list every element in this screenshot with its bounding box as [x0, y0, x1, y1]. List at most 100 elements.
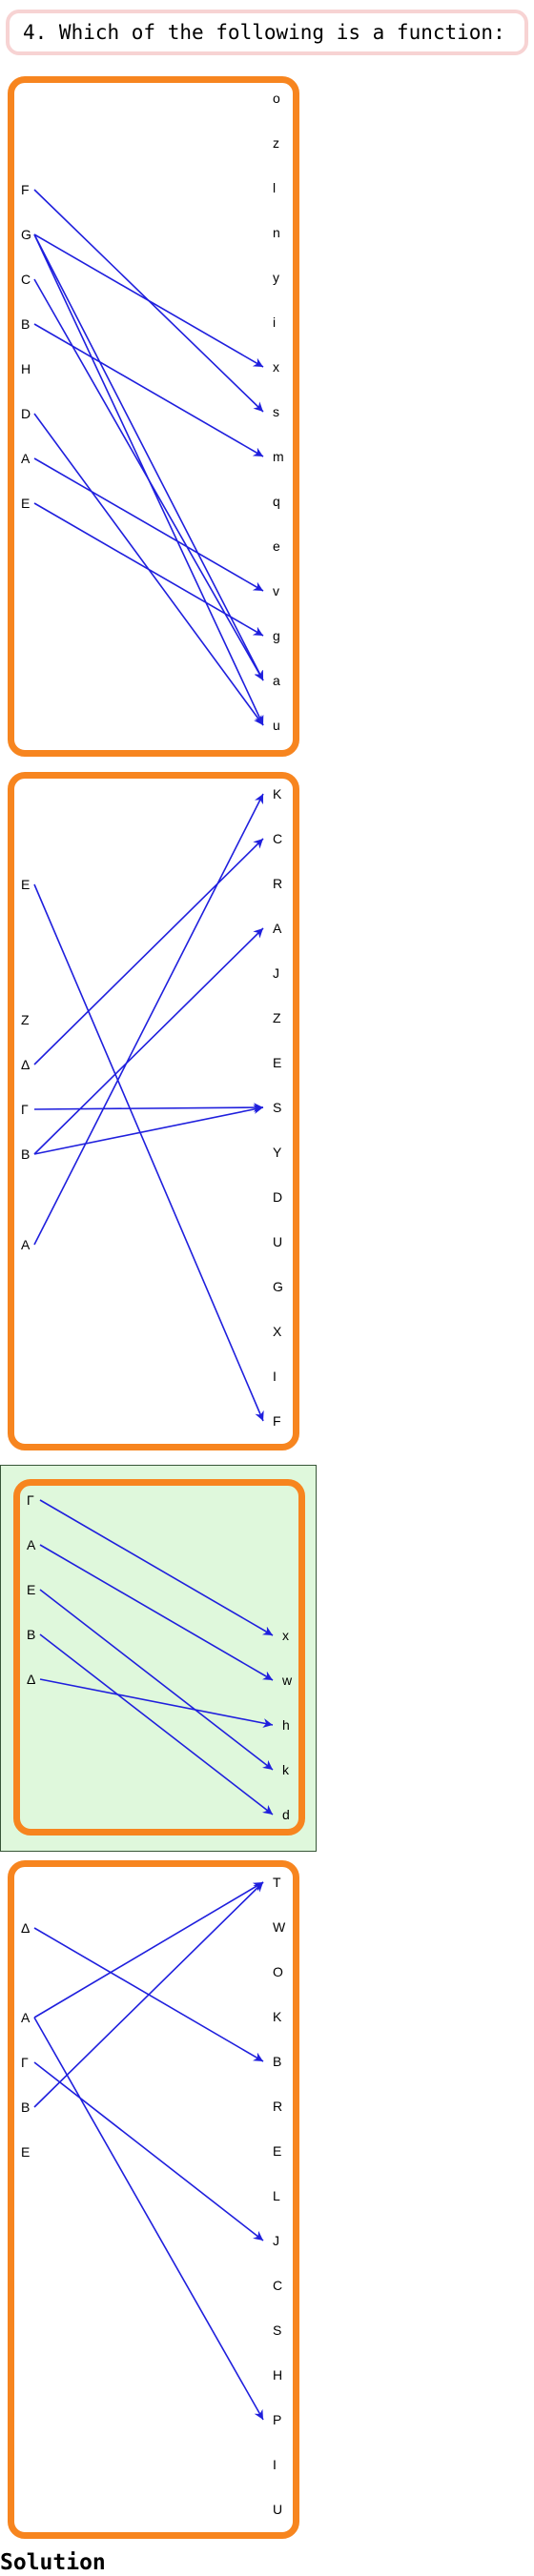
codomain-element: J — [273, 2233, 279, 2248]
codomain-element: g — [273, 628, 280, 643]
codomain-element: R — [273, 876, 283, 891]
mapping-arrow — [33, 233, 264, 681]
codomain-element: v — [273, 583, 279, 598]
codomain-element: S — [273, 1100, 282, 1115]
codomain-element: R — [273, 2099, 283, 2114]
codomain-element: I — [273, 2457, 277, 2472]
mapping-arrow — [33, 927, 264, 1155]
codomain-element: C — [273, 2278, 283, 2293]
mapping-arrow — [33, 2061, 264, 2241]
mapping-arrow — [33, 278, 264, 681]
domain-element: A — [27, 1537, 36, 1552]
codomain-element: s — [273, 404, 279, 419]
domain-element: Δ — [27, 1672, 36, 1687]
domain-element: A — [21, 2010, 31, 2025]
question-text: 4. Which of the following is a function: — [6, 10, 528, 55]
codomain-element: K — [273, 2009, 282, 2024]
domain-element: Γ — [27, 1492, 34, 1508]
codomain-element: e — [273, 538, 280, 554]
mapping-arrow — [39, 1499, 274, 1636]
codomain-element: B — [273, 2054, 282, 2069]
domain-element: A — [21, 451, 31, 466]
codomain-element: m — [273, 449, 284, 464]
domain-element: Z — [21, 1012, 30, 1027]
codomain-element: u — [273, 718, 280, 733]
solution-label: Solution — [0, 2550, 106, 2575]
codomain-element: x — [273, 359, 279, 375]
codomain-element: I — [273, 1369, 277, 1384]
domain-element: Γ — [21, 2055, 29, 2070]
domain-element: Γ — [21, 1102, 29, 1117]
domain-element: G — [21, 227, 31, 242]
mapping-arrow — [33, 502, 264, 637]
codomain-element: w — [282, 1673, 293, 1688]
codomain-element: U — [273, 1234, 283, 1249]
codomain-element: E — [273, 2143, 282, 2159]
codomain-element: d — [282, 1807, 290, 1822]
mapping-arrow — [33, 1105, 264, 1155]
codomain-element: S — [273, 2322, 282, 2338]
domain-element: E — [21, 2144, 31, 2160]
domain-element: F — [21, 182, 30, 197]
codomain-element: K — [273, 786, 282, 801]
codomain-element: T — [273, 1875, 281, 1890]
mapping-arrow — [33, 2017, 264, 2421]
mapping-arrow — [33, 793, 264, 1246]
codomain-element: F — [273, 1413, 281, 1429]
option-box[interactable] — [8, 772, 299, 1450]
codomain-element: G — [273, 1279, 283, 1294]
domain-element: B — [27, 1627, 36, 1642]
codomain-element: U — [273, 2502, 283, 2517]
mapping-arrow — [39, 1633, 274, 1815]
domain-element: E — [21, 496, 31, 511]
codomain-element: Z — [273, 1010, 281, 1025]
domain-element: B — [21, 2099, 31, 2115]
domain-element: H — [21, 361, 31, 376]
mapping-arrow — [33, 1881, 264, 2018]
mapping-arrow — [33, 1881, 264, 2108]
codomain-element: x — [282, 1628, 289, 1643]
codomain-element: o — [273, 91, 280, 106]
option-box[interactable] — [13, 1479, 305, 1836]
mapping-arrow — [33, 1103, 264, 1113]
option-box[interactable] — [8, 76, 299, 757]
codomain-element: Y — [273, 1145, 282, 1160]
domain-element: E — [27, 1582, 36, 1597]
codomain-element: y — [273, 270, 279, 285]
codomain-element: a — [273, 673, 280, 688]
codomain-element: q — [273, 494, 280, 509]
codomain-element: L — [273, 2188, 280, 2203]
codomain-element: k — [282, 1762, 289, 1777]
codomain-element: A — [273, 921, 282, 936]
codomain-element: J — [273, 965, 279, 981]
codomain-element: D — [273, 1189, 283, 1205]
domain-element: D — [21, 406, 31, 421]
codomain-element: z — [273, 135, 279, 151]
domain-element: B — [21, 316, 31, 332]
codomain-element: H — [273, 2367, 283, 2383]
mapping-arrow — [39, 1589, 274, 1771]
domain-element: Δ — [21, 1057, 31, 1072]
mapping-arrow — [33, 457, 264, 592]
codomain-element: X — [273, 1324, 282, 1339]
codomain-element: W — [273, 1919, 286, 1935]
option-box[interactable] — [8, 1860, 299, 2539]
mapping-arrow — [39, 1678, 274, 1728]
codomain-element: O — [273, 1964, 283, 1979]
domain-element: B — [21, 1146, 31, 1162]
domain-element: C — [21, 272, 31, 287]
domain-element: Δ — [21, 1920, 31, 1936]
mapping-arrow — [33, 838, 264, 1065]
mapping-arrow — [33, 233, 264, 368]
mapping-arrow — [33, 323, 264, 457]
codomain-element: i — [273, 314, 277, 330]
domain-element: E — [21, 877, 31, 892]
domain-element: A — [21, 1237, 31, 1252]
codomain-element: h — [282, 1717, 290, 1733]
mapping-arrow — [33, 883, 264, 1422]
codomain-element: E — [273, 1055, 282, 1070]
codomain-element: C — [273, 831, 283, 846]
codomain-element: l — [273, 180, 277, 195]
codomain-element: P — [273, 2412, 282, 2427]
